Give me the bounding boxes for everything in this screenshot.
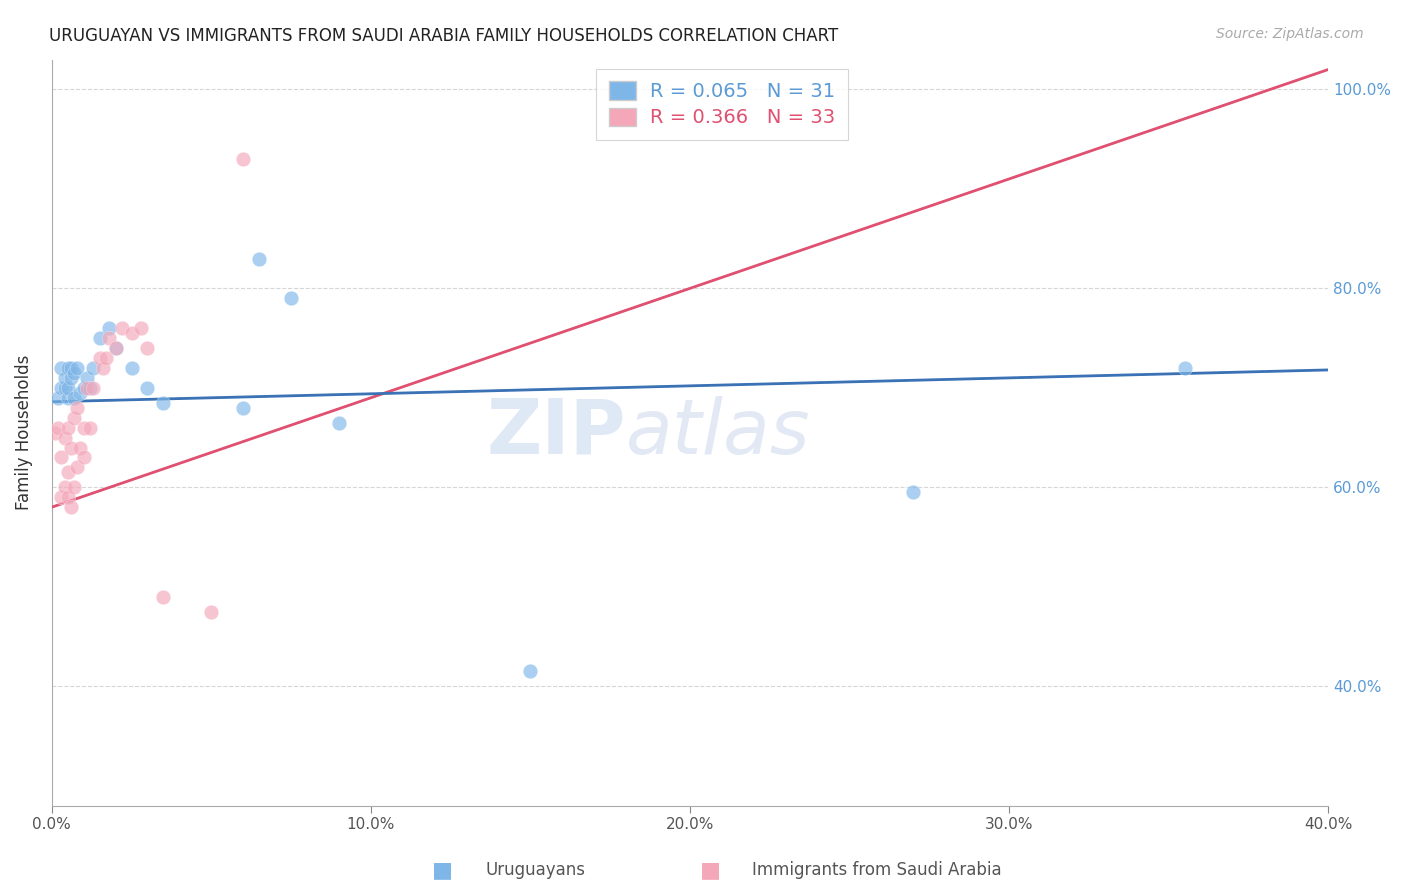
Point xyxy=(44,425,66,440)
Point xyxy=(63,391,86,405)
Point xyxy=(63,366,86,380)
Point xyxy=(121,326,143,340)
Point xyxy=(66,360,89,375)
Point xyxy=(59,500,82,515)
Point xyxy=(56,466,79,480)
Text: Source: ZipAtlas.com: Source: ZipAtlas.com xyxy=(1216,27,1364,41)
Point xyxy=(53,381,76,395)
Point xyxy=(53,371,76,385)
Point xyxy=(69,385,91,400)
Y-axis label: Family Households: Family Households xyxy=(15,355,32,510)
Point xyxy=(98,331,121,345)
Point xyxy=(129,321,152,335)
Point xyxy=(91,360,114,375)
Point xyxy=(66,460,89,475)
Point xyxy=(903,485,925,500)
Point xyxy=(111,321,134,335)
Point xyxy=(280,291,302,305)
Point xyxy=(104,341,127,355)
Legend: R = 0.065   N = 31, R = 0.366   N = 33: R = 0.065 N = 31, R = 0.366 N = 33 xyxy=(596,69,848,140)
Point xyxy=(46,391,69,405)
Point xyxy=(82,381,104,395)
Point xyxy=(98,321,121,335)
Point xyxy=(69,441,91,455)
Point xyxy=(79,381,101,395)
Point xyxy=(232,401,254,415)
Point xyxy=(73,450,96,465)
Point xyxy=(59,441,82,455)
Point xyxy=(51,450,73,465)
Point xyxy=(73,381,96,395)
Point xyxy=(121,360,143,375)
Point xyxy=(73,420,96,434)
Point xyxy=(59,371,82,385)
Point xyxy=(56,360,79,375)
Text: ■: ■ xyxy=(700,860,720,880)
Point xyxy=(200,605,222,619)
Text: ■: ■ xyxy=(433,860,453,880)
Point xyxy=(89,331,111,345)
Point xyxy=(76,371,98,385)
Point xyxy=(59,360,82,375)
Point xyxy=(104,341,127,355)
Point xyxy=(152,396,174,410)
Point xyxy=(56,420,79,434)
Point xyxy=(56,381,79,395)
Point xyxy=(51,381,73,395)
Text: URUGUAYAN VS IMMIGRANTS FROM SAUDI ARABIA FAMILY HOUSEHOLDS CORRELATION CHART: URUGUAYAN VS IMMIGRANTS FROM SAUDI ARABI… xyxy=(49,27,838,45)
Text: Uruguayans: Uruguayans xyxy=(485,861,585,879)
Text: atlas: atlas xyxy=(626,395,811,469)
Point xyxy=(519,665,541,679)
Point xyxy=(51,490,73,504)
Point xyxy=(66,401,89,415)
Point xyxy=(79,420,101,434)
Point xyxy=(46,420,69,434)
Point xyxy=(63,480,86,494)
Point xyxy=(247,252,270,266)
Point xyxy=(53,431,76,445)
Point xyxy=(89,351,111,365)
Point xyxy=(56,490,79,504)
Point xyxy=(82,360,104,375)
Point xyxy=(328,416,350,430)
Text: Immigrants from Saudi Arabia: Immigrants from Saudi Arabia xyxy=(752,861,1002,879)
Point xyxy=(232,152,254,166)
Point xyxy=(51,360,73,375)
Point xyxy=(63,410,86,425)
Point xyxy=(56,391,79,405)
Point xyxy=(53,480,76,494)
Point xyxy=(94,351,117,365)
Point xyxy=(152,590,174,604)
Point xyxy=(136,341,159,355)
Text: ZIP: ZIP xyxy=(486,395,626,469)
Point xyxy=(1173,360,1195,375)
Point xyxy=(76,381,98,395)
Point xyxy=(136,381,159,395)
